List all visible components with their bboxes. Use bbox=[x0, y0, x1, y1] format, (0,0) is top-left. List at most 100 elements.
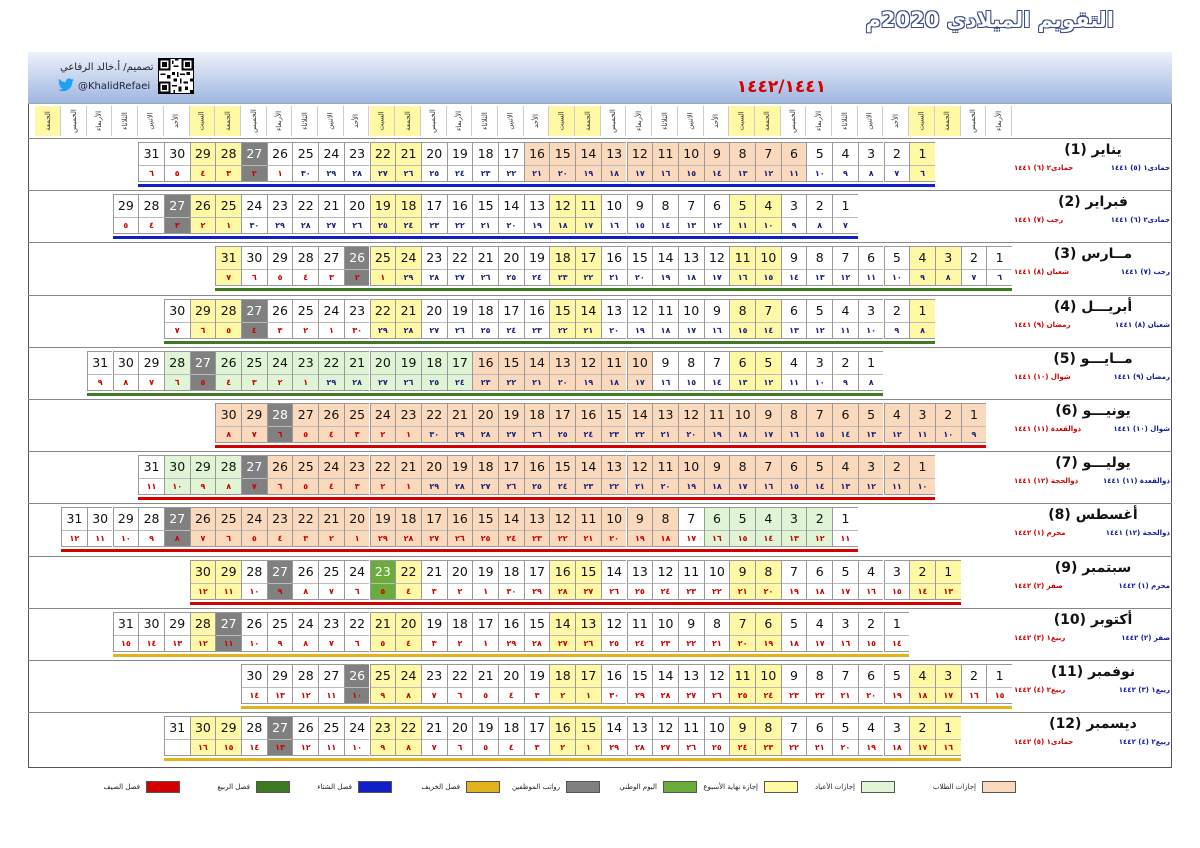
day-cell[interactable]: 19 ٢٦ bbox=[446, 298, 473, 339]
day-cell[interactable]: 18 ٢٥ bbox=[420, 350, 447, 391]
day-cell[interactable]: 12 ١٩ bbox=[626, 298, 653, 339]
day-cell[interactable]: 2 ١٢ bbox=[806, 507, 833, 548]
day-cell[interactable]: 2 ١٧ bbox=[909, 716, 935, 757]
day-cell[interactable]: 7 ١٢ bbox=[832, 246, 858, 287]
day-cell[interactable]: 18 ٤ bbox=[498, 716, 524, 757]
day-cell[interactable]: 5 ١٤ bbox=[806, 455, 833, 496]
day-cell[interactable]: 27 ٨ bbox=[163, 507, 190, 548]
day-cell[interactable]: 26 ١ bbox=[266, 142, 293, 182]
day-cell[interactable]: 6 ٢١ bbox=[806, 716, 833, 757]
day-cell[interactable]: 20 ٢ bbox=[446, 559, 473, 600]
day-cell[interactable]: 10 ١٦ bbox=[600, 194, 627, 235]
day-cell[interactable]: 25 ٥ bbox=[292, 455, 319, 496]
day-cell[interactable]: 27 ٢ bbox=[241, 142, 267, 182]
day-cell[interactable]: 7 ١٦ bbox=[755, 455, 781, 496]
day-cell[interactable]: 17 ٣ bbox=[523, 716, 550, 757]
day-cell[interactable]: 9 ١٤ bbox=[780, 246, 807, 287]
day-cell[interactable]: 20 ٢٥ bbox=[420, 142, 447, 182]
day-cell[interactable]: 9 ١٥ bbox=[626, 194, 653, 235]
day-cell[interactable]: 11 ٢٤ bbox=[626, 611, 653, 652]
day-cell[interactable]: 4 ١٠ bbox=[755, 194, 781, 235]
day-cell[interactable]: 7 ١٣ bbox=[677, 194, 704, 235]
day-cell[interactable]: 22 ٤ bbox=[395, 559, 421, 600]
day-cell[interactable]: 19 ٢٩ bbox=[369, 507, 396, 548]
day-cell[interactable]: 18 ٢ bbox=[446, 611, 473, 652]
day-cell[interactable]: 14 ٢٤ bbox=[498, 507, 524, 548]
day-cell[interactable]: 7 ١٥ bbox=[806, 403, 833, 443]
day-cell[interactable]: 14 ٢١ bbox=[575, 298, 601, 339]
day-cell[interactable]: 4 ١٣ bbox=[832, 455, 858, 496]
day-cell[interactable]: 11 ١٩ bbox=[703, 403, 730, 443]
day-cell[interactable]: 4 ١٢ bbox=[883, 403, 910, 443]
day-cell[interactable]: 28 ٥ bbox=[215, 298, 241, 339]
day-cell[interactable]: 10 ١٧ bbox=[626, 350, 653, 391]
day-cell[interactable]: 29 ١٠ bbox=[112, 507, 139, 548]
day-cell[interactable]: 4 ١٩ bbox=[857, 716, 884, 757]
day-cell[interactable]: 13 ٢٥ bbox=[626, 559, 653, 600]
day-cell[interactable]: 17 ٢٥ bbox=[549, 403, 576, 443]
day-cell[interactable]: 14 ٢٢ bbox=[626, 403, 653, 443]
day-cell[interactable]: 4 ١٦ bbox=[857, 559, 884, 600]
day-cell[interactable]: 15 ٢٨ bbox=[523, 611, 550, 652]
day-cell[interactable]: 30 ٨ bbox=[112, 350, 139, 391]
day-cell[interactable]: 27 ٩ bbox=[266, 559, 293, 600]
day-cell[interactable]: 11 ١٦ bbox=[652, 142, 678, 182]
day-cell[interactable]: 21 ٢٨ bbox=[343, 350, 370, 391]
day-cell[interactable]: 13 ٢٦ bbox=[575, 611, 601, 652]
day-cell[interactable]: 21 ١ bbox=[395, 455, 421, 496]
day-cell[interactable]: 7 ١٩ bbox=[780, 559, 807, 600]
day-cell[interactable]: 30 ٦ bbox=[241, 246, 267, 287]
day-cell[interactable]: 24 ٦ bbox=[343, 559, 370, 600]
day-cell[interactable]: 24 ٤ bbox=[318, 455, 344, 496]
day-cell[interactable]: 11 ٢٠ bbox=[652, 455, 678, 496]
day-cell[interactable]: 16 ٢٣ bbox=[523, 298, 550, 339]
day-cell[interactable]: 3 ١٦ bbox=[832, 611, 858, 652]
day-cell[interactable]: 19 ٢٥ bbox=[369, 194, 396, 235]
day-cell[interactable]: 11 ١٨ bbox=[600, 350, 627, 391]
day-cell[interactable]: 19 ٢٧ bbox=[498, 403, 524, 443]
day-cell[interactable]: 28 ١٢ bbox=[189, 611, 216, 652]
day-cell[interactable]: 20 ٢٨ bbox=[472, 403, 498, 443]
day-cell[interactable]: 28 ٩ bbox=[138, 507, 164, 548]
day-cell[interactable]: 25 ١ bbox=[369, 246, 396, 287]
day-cell[interactable]: 27 ١٣ bbox=[266, 716, 293, 757]
day-cell[interactable]: 24 ٢ bbox=[266, 350, 293, 391]
day-cell[interactable]: 13 ٢٣ bbox=[523, 507, 550, 548]
day-cell[interactable]: 17 ٢٦ bbox=[498, 455, 524, 496]
day-cell[interactable]: 27 ٣ bbox=[318, 246, 344, 287]
day-cell[interactable]: 23 ٥ bbox=[369, 559, 396, 600]
day-cell[interactable]: 4 ١٧ bbox=[806, 611, 833, 652]
day-cell[interactable]: 28 ١٢ bbox=[292, 664, 319, 704]
day-cell[interactable]: 20 ٤ bbox=[498, 664, 524, 704]
day-cell[interactable]: 26 ١٢ bbox=[292, 716, 319, 757]
day-cell[interactable]: 24 ٢٩ bbox=[318, 142, 344, 182]
day-cell[interactable]: 18 ٣٠ bbox=[498, 559, 524, 600]
day-cell[interactable]: 30 ٧ bbox=[163, 298, 190, 339]
day-cell[interactable]: 7 ١٤ bbox=[755, 298, 781, 339]
day-cell[interactable]: 14 ٢٦ bbox=[600, 559, 627, 600]
day-cell[interactable]: 15 ٢٠ bbox=[626, 246, 653, 287]
day-cell[interactable]: 6 ١٣ bbox=[780, 298, 807, 339]
day-cell[interactable]: 15 ٢٠ bbox=[549, 142, 576, 182]
day-cell[interactable]: 22 ٦ bbox=[446, 664, 473, 704]
day-cell[interactable]: 8 ١٧ bbox=[729, 455, 755, 496]
day-cell[interactable]: 24 ٢٩ bbox=[395, 246, 421, 287]
day-cell[interactable]: 22 ٦ bbox=[343, 611, 370, 652]
day-cell[interactable]: 6 ١٢ bbox=[703, 194, 730, 235]
day-cell[interactable]: 1 ١٦ bbox=[934, 716, 961, 757]
day-cell[interactable]: 6 ١٣ bbox=[729, 350, 755, 391]
day-cell[interactable]: 29 ٥ bbox=[112, 194, 139, 235]
day-cell[interactable]: 18 ٢٦ bbox=[523, 403, 550, 443]
day-cell[interactable]: 24 ٨ bbox=[292, 611, 319, 652]
day-cell[interactable]: 17 ٢٢ bbox=[498, 142, 524, 182]
day-cell[interactable]: 25 ٣ bbox=[343, 403, 370, 443]
day-cell[interactable]: 15 ٢٧ bbox=[575, 559, 601, 600]
day-cell[interactable]: 22 ٢٩ bbox=[369, 298, 396, 339]
day-cell[interactable]: 5 ١٧ bbox=[832, 559, 858, 600]
day-cell[interactable]: 8 ١٥ bbox=[729, 298, 755, 339]
day-cell[interactable]: 9 ٢١ bbox=[729, 559, 755, 600]
